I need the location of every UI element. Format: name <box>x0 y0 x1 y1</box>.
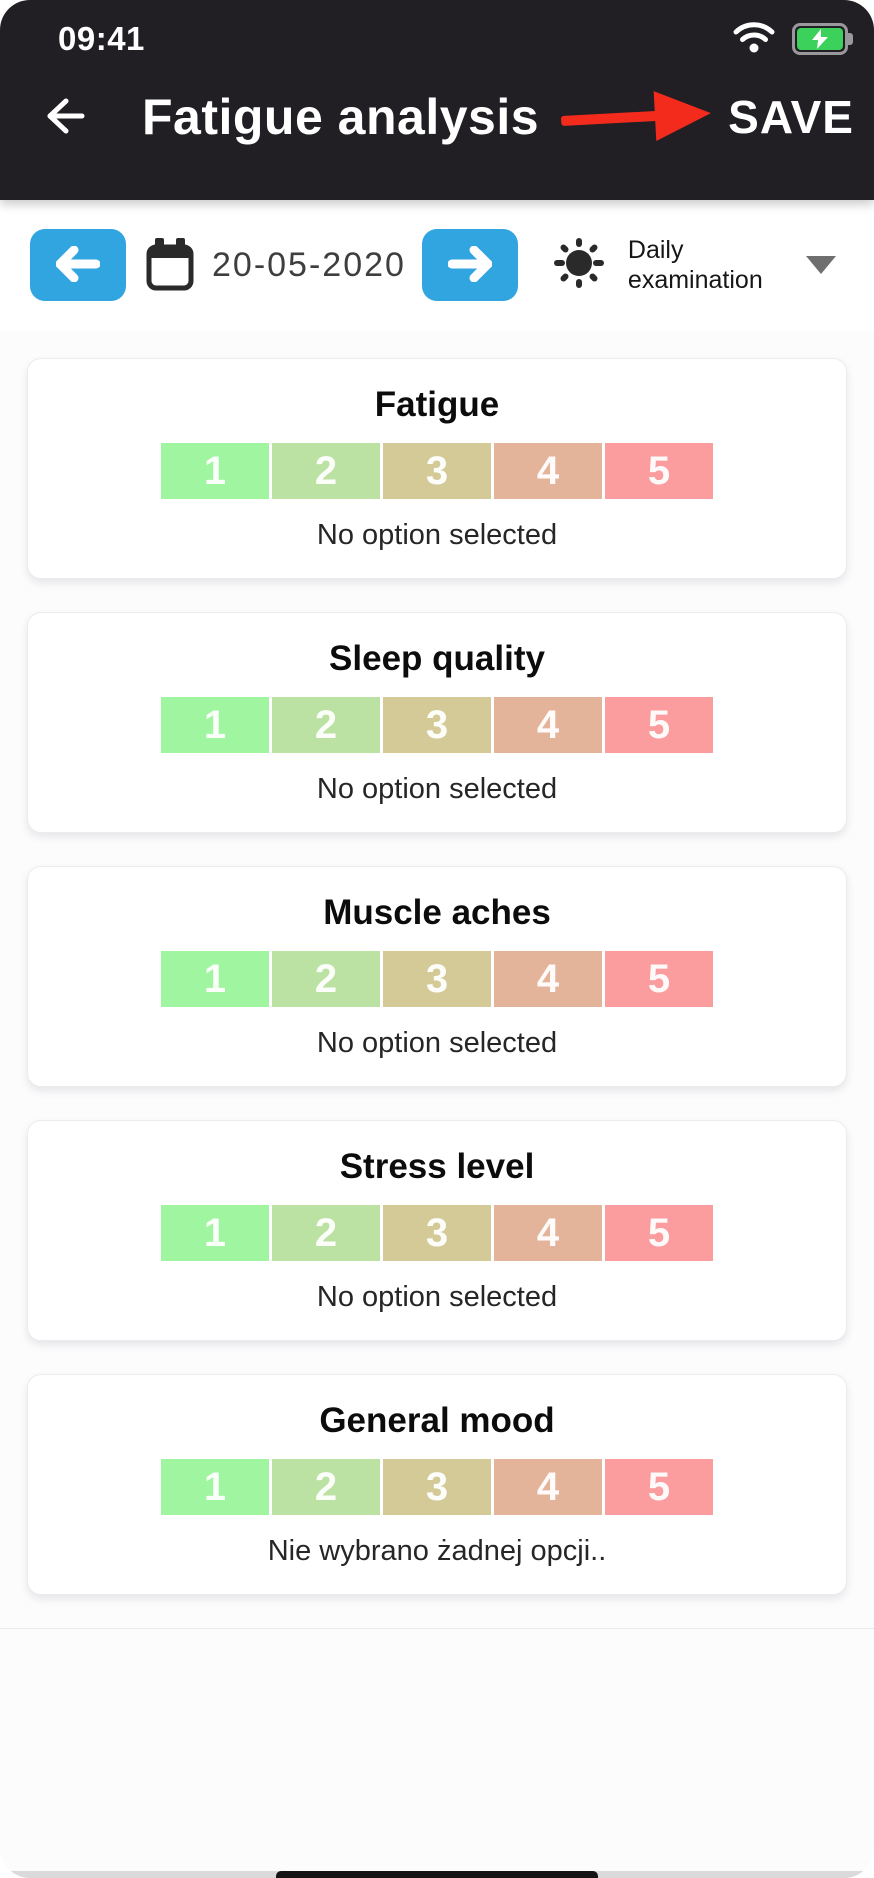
selection-status-text: Nie wybrano żadnej opcji.. <box>267 1535 607 1567</box>
scale-option-1[interactable]: 1 <box>161 1459 269 1515</box>
scale-option-3[interactable]: 3 <box>383 443 491 499</box>
exam-type-label: Daily examination <box>627 235 763 295</box>
scale-option-5[interactable]: 5 <box>605 1459 713 1515</box>
scale-option-5[interactable]: 5 <box>605 951 713 1007</box>
scale-option-2[interactable]: 2 <box>272 697 380 753</box>
scale-option-5[interactable]: 5 <box>605 697 713 753</box>
scale-option-3[interactable]: 3 <box>383 697 491 753</box>
scale-option-4[interactable]: 4 <box>494 697 602 753</box>
scale-option-5[interactable]: 5 <box>605 1205 713 1261</box>
arrow-left-icon <box>55 245 101 285</box>
scale-option-4[interactable]: 4 <box>494 443 602 499</box>
home-indicator[interactable] <box>276 1871 598 1878</box>
status-bar: 09:41 <box>0 0 874 62</box>
annotation-red-arrow-icon <box>561 91 711 142</box>
section-divider <box>0 1628 874 1629</box>
scale-option-2[interactable]: 2 <box>272 951 380 1007</box>
scale-option-2[interactable]: 2 <box>272 1459 380 1515</box>
calendar-icon <box>146 238 194 292</box>
card-title: General mood <box>319 1401 555 1440</box>
selection-status-text: No option selected <box>316 519 558 551</box>
scale-option-3[interactable]: 3 <box>383 1205 491 1261</box>
scale-option-1[interactable]: 1 <box>161 1205 269 1261</box>
save-button[interactable]: SAVE <box>724 90 858 144</box>
sun-icon <box>550 234 608 297</box>
chevron-down-icon <box>806 256 836 274</box>
next-date-button[interactable] <box>421 229 518 301</box>
card-title: Muscle aches <box>323 893 551 932</box>
page-title: Fatigue analysis <box>142 89 540 145</box>
title-bar: Fatigue analysis SAVE <box>0 88 874 146</box>
back-arrow-icon <box>40 93 86 142</box>
scale-option-4[interactable]: 4 <box>494 1205 602 1261</box>
card-title: Sleep quality <box>329 639 545 678</box>
date-label: 20-05-2020 <box>212 245 406 284</box>
status-time: 09:41 <box>58 20 145 57</box>
app-header: 09:41 <box>0 0 874 200</box>
prev-date-button[interactable] <box>30 229 126 301</box>
card-title: Fatigue <box>374 385 500 424</box>
scale-option-1[interactable]: 1 <box>161 443 269 499</box>
home-indicator-area <box>0 1871 874 1878</box>
scale-option-2[interactable]: 2 <box>272 443 380 499</box>
scale-option-5[interactable]: 5 <box>605 443 713 499</box>
selection-status-text: No option selected <box>316 773 558 805</box>
arrow-right-icon <box>447 245 493 285</box>
scale-option-3[interactable]: 3 <box>383 1459 491 1515</box>
back-button[interactable] <box>36 90 90 144</box>
scale-option-2[interactable]: 2 <box>272 1205 380 1261</box>
scale-option-1[interactable]: 1 <box>161 697 269 753</box>
scale-option-4[interactable]: 4 <box>494 951 602 1007</box>
card-title: Stress level <box>339 1147 535 1186</box>
scale-option-4[interactable]: 4 <box>494 1459 602 1515</box>
status-icons <box>732 20 853 58</box>
exam-type-select[interactable]: Daily examination <box>550 234 844 297</box>
scale-option-3[interactable]: 3 <box>383 951 491 1007</box>
selection-status-text: No option selected <box>316 1027 558 1059</box>
date-toolbar: 20-05-2020 <box>0 200 874 330</box>
scale-option-1[interactable]: 1 <box>161 951 269 1007</box>
wifi-icon <box>732 20 776 58</box>
selection-status-text: No option selected <box>316 1281 558 1313</box>
battery-charging-icon <box>792 23 853 55</box>
